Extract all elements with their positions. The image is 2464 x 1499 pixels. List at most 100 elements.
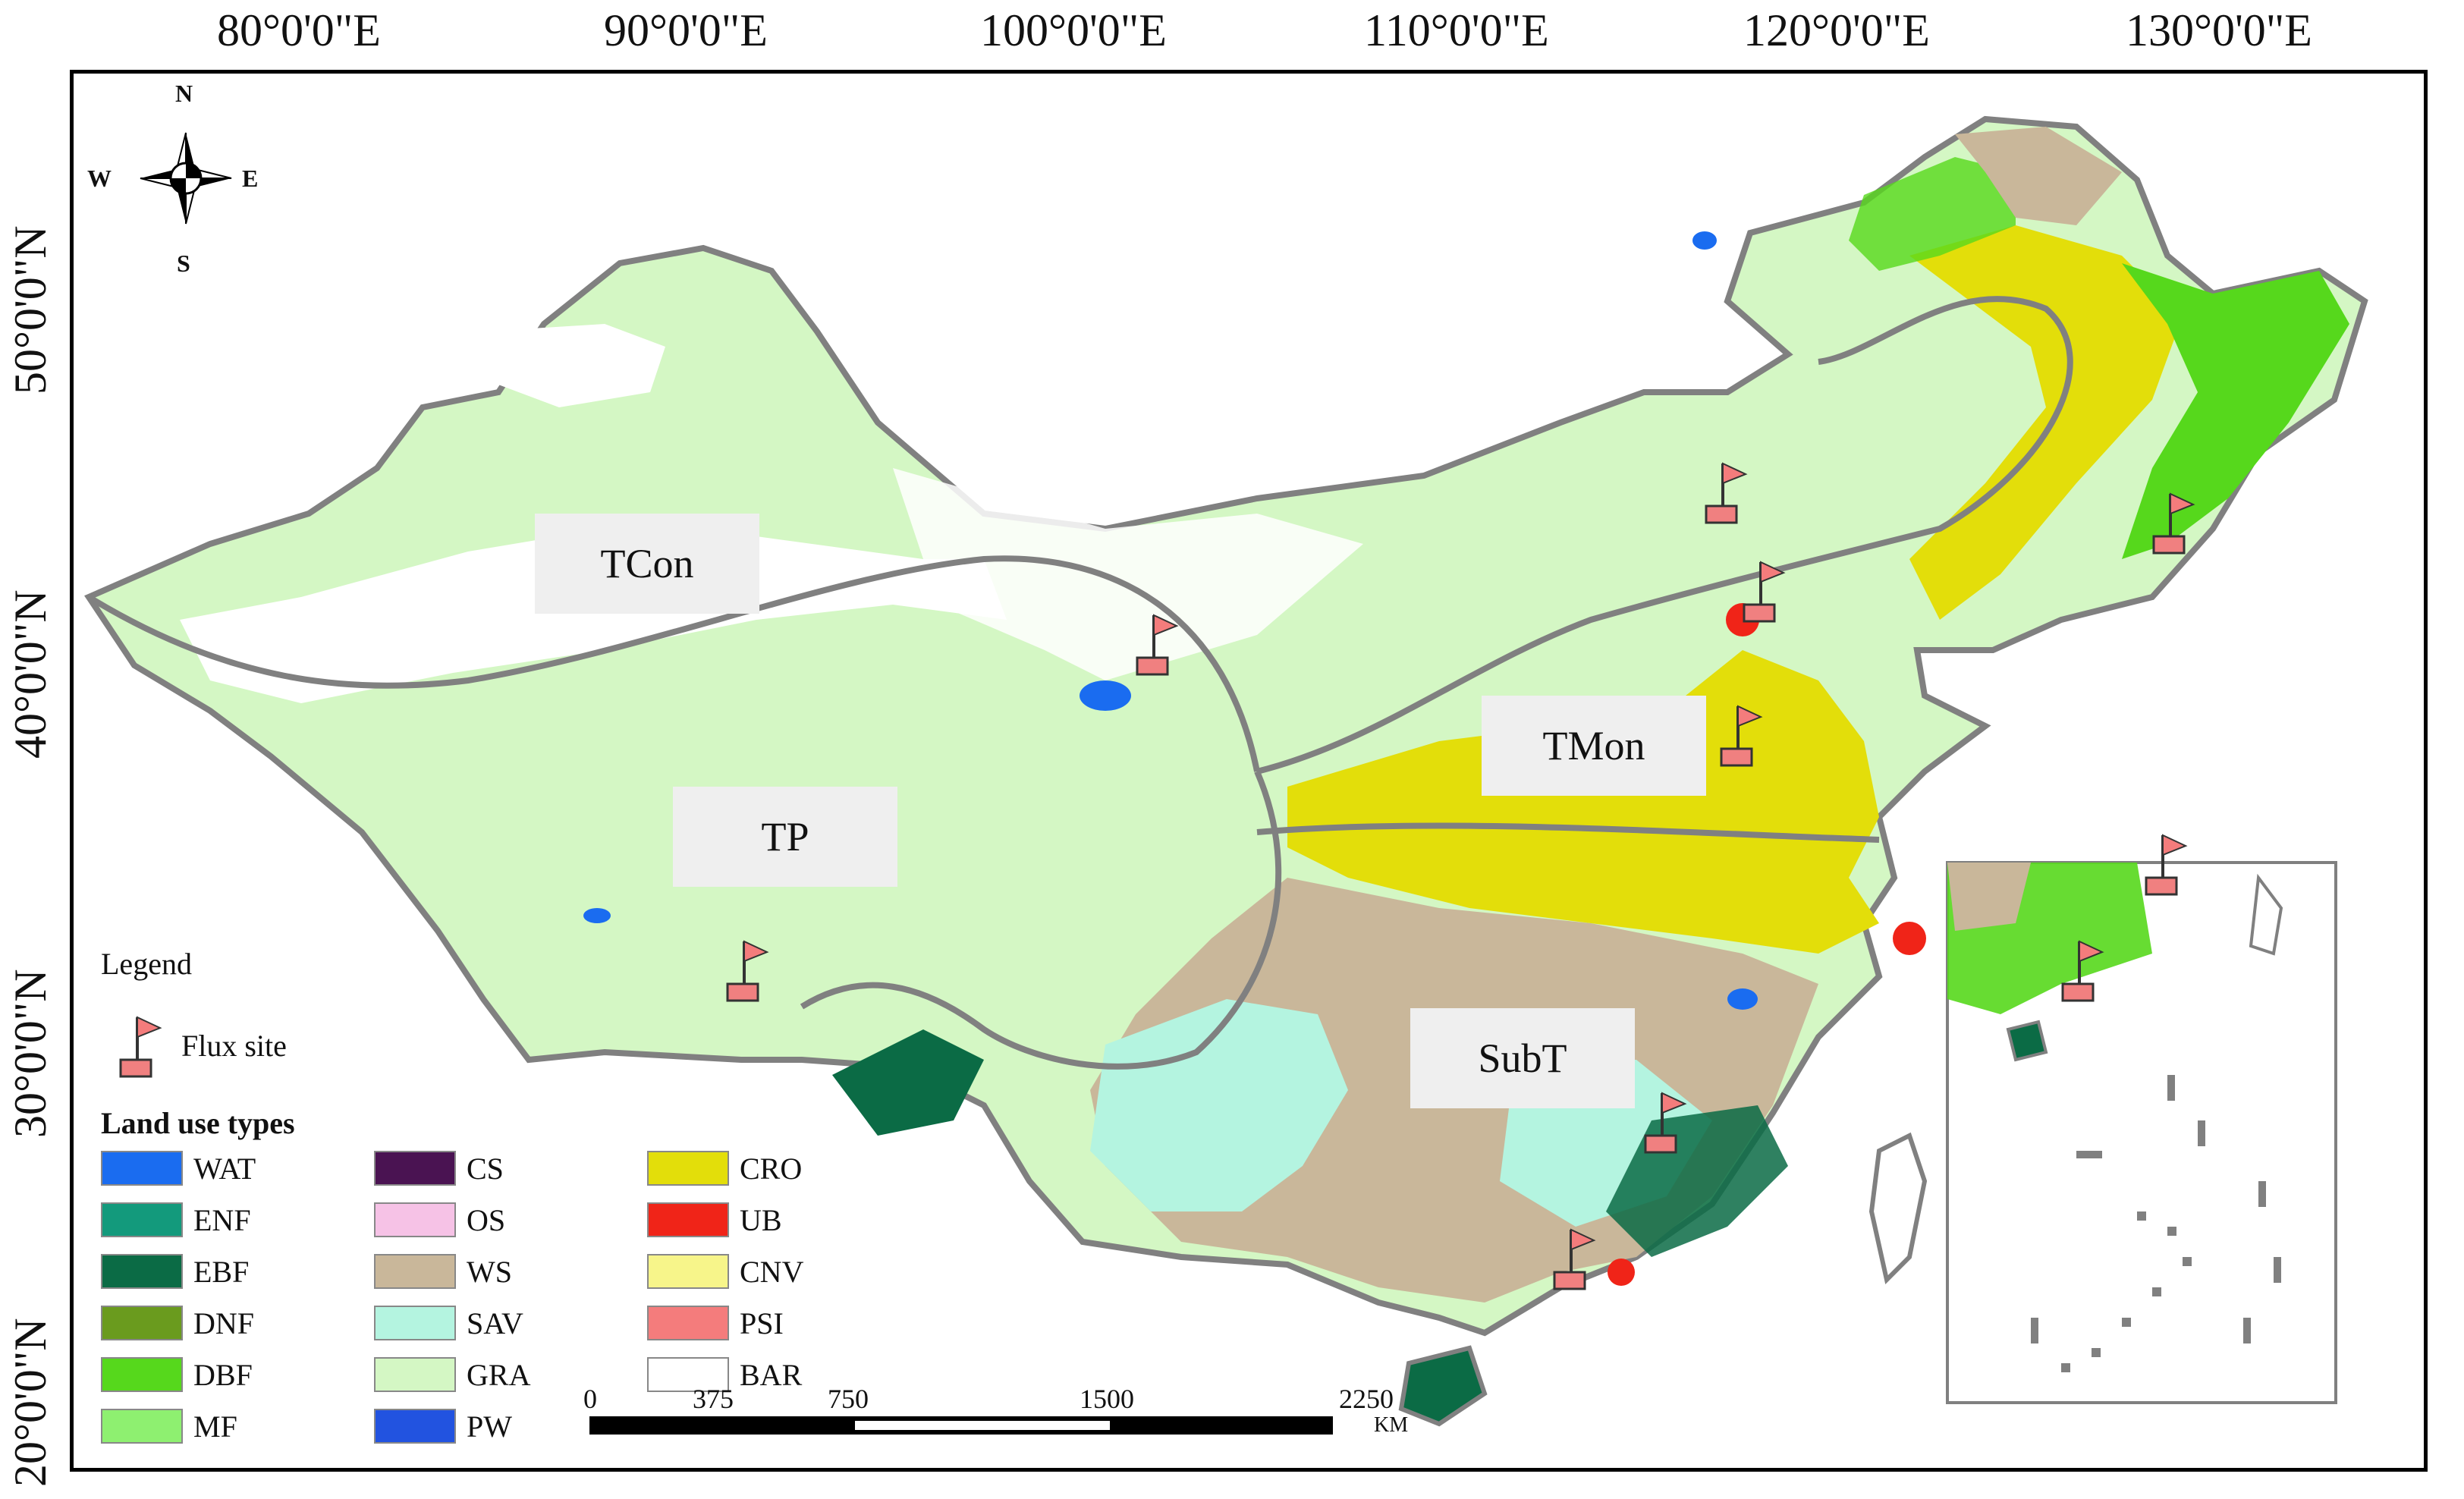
cropland-northeast [1909, 225, 2183, 620]
water-lake-2 [583, 908, 611, 923]
legend-swatch [101, 1409, 183, 1444]
legend-flux-label: Flux site [181, 1029, 287, 1063]
flux-site-4 [1720, 705, 1763, 767]
savanna-southwest [1090, 999, 1348, 1211]
legend-swatch [647, 1151, 729, 1186]
flux-site-9 [2145, 834, 2188, 896]
dbf-northeast [2122, 263, 2349, 559]
legend-item-pw: PW [374, 1409, 512, 1444]
legend-item-label: CS [467, 1151, 504, 1186]
legend-item-label: GRA [467, 1357, 531, 1392]
legend-item-psi: PSI [647, 1306, 784, 1340]
map-canvas [84, 115, 2368, 1435]
flux-site-8 [1553, 1228, 1596, 1290]
legend-item-cro: CRO [647, 1151, 802, 1186]
lat-label-40: 40°0'0"N [5, 589, 55, 759]
water-hulun [1692, 231, 1717, 250]
lon-label-110: 110°0'0"E [1364, 5, 1549, 55]
compass-e: E [242, 165, 259, 192]
legend-swatch [374, 1202, 456, 1237]
boundary-tcon-tp [86, 555, 1260, 772]
barren-area-north [483, 324, 665, 407]
legend-item-label: ENF [193, 1202, 251, 1237]
legend-swatch [647, 1357, 729, 1392]
legend-swatch [374, 1409, 456, 1444]
water-lake-3 [1727, 988, 1758, 1010]
legend-swatch [374, 1254, 456, 1289]
boundary-tp-east [800, 770, 1282, 1070]
legend-item-label: UB [740, 1202, 782, 1237]
legend-swatch [101, 1254, 183, 1289]
region-label-subt: SubT [1410, 1008, 1635, 1108]
ebf-himalaya [832, 1029, 984, 1136]
legend-flux-symbol [119, 1016, 162, 1078]
legend-swatch [374, 1357, 456, 1392]
legend-item-label: OS [467, 1202, 506, 1237]
barren-area [180, 529, 1007, 703]
flux-site-3 [1743, 561, 1786, 623]
legend-item-label: BAR [740, 1357, 803, 1392]
legend-swatch [374, 1306, 456, 1340]
legend-item-cnv: CNV [647, 1254, 803, 1289]
inset-south-china-sea [1946, 861, 2337, 1404]
scale-bar [589, 1416, 1333, 1435]
legend-item-label: PW [467, 1409, 512, 1444]
legend-item-label: DBF [193, 1357, 253, 1392]
water-qinghai [1080, 680, 1131, 711]
legend-item-label: SAV [467, 1306, 523, 1340]
boundary-tmon-subt [1256, 822, 1880, 843]
legend-item-label: WAT [193, 1151, 256, 1186]
legend-swatch [101, 1202, 183, 1237]
legend-item-label: DNF [193, 1306, 255, 1340]
legend-item-gra: GRA [374, 1357, 530, 1392]
legend-swatch [101, 1357, 183, 1392]
lat-label-30: 30°0'0"N [5, 969, 55, 1138]
legend-item-dbf: DBF [101, 1357, 253, 1392]
hainan-island [1398, 1345, 1488, 1427]
legend-item-label: MF [193, 1409, 237, 1444]
flux-site-6 [726, 940, 769, 1002]
legend-landuse-title: Land use types [101, 1106, 295, 1140]
scale-tick-1500: 1500 [1080, 1384, 1134, 1414]
dbf-greater-khingan [1849, 157, 2016, 271]
cropland-north-plain [1287, 650, 1879, 954]
legend-item-os: OS [374, 1202, 505, 1237]
lat-label-20: 20°0'0"N [5, 1318, 55, 1487]
lon-label-90: 90°0'0"E [604, 5, 768, 55]
legend-swatch [647, 1254, 729, 1289]
taiwan-island [1868, 1132, 1928, 1284]
compass-s: S [177, 250, 190, 277]
flux-site-1 [1136, 614, 1179, 676]
region-label-tcon: TCon [535, 514, 759, 614]
legend-swatch [647, 1202, 729, 1237]
legend-item-cs: CS [374, 1151, 504, 1186]
legend-item-ws: WS [374, 1254, 512, 1289]
legend-item-label: EBF [193, 1254, 250, 1289]
compass-w: W [87, 165, 112, 192]
flux-site-5 [2152, 492, 2195, 555]
legend-swatch [647, 1306, 729, 1340]
scale-tick-750: 750 [828, 1384, 869, 1414]
lon-label-100: 100°0'0"E [980, 5, 1167, 55]
compass-rose [140, 132, 232, 225]
legend-item-sav: SAV [374, 1306, 523, 1340]
lon-label-130: 130°0'0"E [2126, 5, 2312, 55]
scale-tick-2250: 2250 [1339, 1384, 1394, 1414]
legend-swatch [101, 1151, 183, 1186]
lat-label-50: 50°0'0"N [5, 225, 55, 394]
legend-item-label: WS [467, 1254, 512, 1289]
scale-unit: KM [1374, 1413, 1409, 1437]
legend-item-label: CNV [740, 1254, 804, 1289]
scale-tick-375: 375 [693, 1384, 734, 1414]
lon-label-80: 80°0'0"E [217, 5, 381, 55]
flux-site-7 [1644, 1092, 1687, 1154]
map-frame: N S W E TCon TP TMon SubT Legend Flux si… [70, 70, 2428, 1472]
legend-item-label: CRO [740, 1151, 803, 1186]
legend-item-enf: ENF [101, 1202, 251, 1237]
legend-item-wat: WAT [101, 1151, 256, 1186]
compass-n: N [175, 80, 193, 107]
legend-title: Legend [101, 947, 192, 981]
urban-guangzhou [1608, 1259, 1635, 1286]
legend-item-bar: BAR [647, 1357, 802, 1392]
flux-site-2 [1705, 462, 1748, 524]
